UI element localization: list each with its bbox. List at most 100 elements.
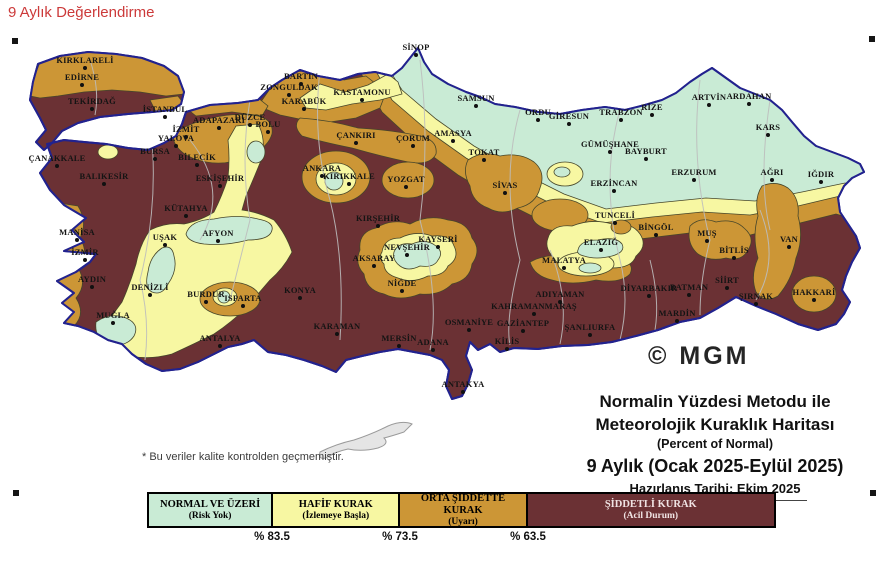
city-dot: [414, 53, 418, 57]
city-dot: [376, 224, 380, 228]
legend-row: NORMAL VE ÜZERİ (Risk Yok) HAFİF KURAK (İzl…: [147, 492, 776, 528]
city-label: ISPARTA: [224, 293, 262, 303]
city-dot: [705, 239, 709, 243]
city-label: TUNCELİ: [595, 210, 636, 220]
city-label: ŞANLIURFA: [565, 322, 616, 332]
city-dot: [732, 256, 736, 260]
city-dot: [612, 189, 616, 193]
map-title-line: Meteorolojik Kuraklık Haritası: [595, 415, 835, 434]
city-label: ŞIRNAK: [739, 291, 773, 301]
city-dot: [608, 150, 612, 154]
city-dot: [266, 130, 270, 134]
city-dot: [787, 245, 791, 249]
city-dot: [558, 300, 562, 304]
drought-region-normal: [578, 262, 602, 274]
city-label: BİTLİS: [719, 245, 749, 255]
city-label: DİYARBAKIR: [621, 283, 679, 293]
drought-region-moderate: [35, 199, 85, 331]
city-dot: [218, 344, 222, 348]
city-dot: [90, 285, 94, 289]
city-dot: [75, 238, 79, 242]
city-label: KIRKLARELİ: [56, 55, 114, 65]
city-dot: [90, 107, 94, 111]
city-label: KAHRAMANMARAŞ: [491, 301, 577, 311]
city-label: MANİSA: [59, 227, 95, 237]
legend-thresholds: % 83.5 % 73.5 % 63.5: [147, 528, 776, 544]
city-label: İSTANBUL: [143, 104, 188, 114]
drought-region-normal: [246, 140, 266, 164]
city-dot: [536, 118, 540, 122]
city-label: KİLİS: [495, 336, 520, 346]
city-dot: [354, 141, 358, 145]
page-heading[interactable]: 9 Aylık Değerlendirme: [8, 4, 155, 21]
city-label: GÜMÜŞHANE: [581, 139, 639, 149]
selection-handle[interactable]: [12, 38, 18, 44]
city-label: OSMANİYE: [445, 317, 493, 327]
province-boundaries: [89, 59, 771, 361]
city-dot: [692, 178, 696, 182]
city-dot: [372, 264, 376, 268]
city-dot: [482, 158, 486, 162]
city-dot: [647, 294, 651, 298]
drought-legend: NORMAL VE ÜZERİ (Risk Yok) HAFİF KURAK (İzl…: [147, 492, 776, 544]
city-label: KASTAMONU: [333, 87, 390, 97]
city-dot: [148, 293, 152, 297]
city-dot: [707, 103, 711, 107]
city-label: GAZİANTEP: [497, 318, 549, 328]
legend-item-label: HAFİF KURAK: [298, 498, 373, 510]
city-label: KIRIKKALE: [323, 171, 375, 181]
city-dot: [397, 344, 401, 348]
drought-region-mild: [299, 73, 403, 111]
city-dot: [102, 182, 106, 186]
selection-handle[interactable]: [13, 490, 19, 496]
city-label: RİZE: [641, 102, 663, 112]
legend-threshold: % 73.5: [382, 531, 418, 543]
city-label: KARS: [756, 122, 780, 132]
city-label: KAYSERİ: [418, 234, 458, 244]
city-label: SİVAS: [493, 180, 518, 190]
city-label: BURDUR: [187, 289, 225, 299]
city-label: ESKİŞEHİR: [196, 173, 245, 183]
legend-item: HAFİF KURAK (İzlemeye Başla): [273, 494, 401, 526]
legend-item: ŞİDDETLİ KURAK (Acil Durum): [527, 494, 774, 526]
city-dot: [436, 245, 440, 249]
city-dot: [404, 185, 408, 189]
city-label: NİĞDE: [388, 278, 417, 288]
city-label: NEVŞEHİR: [384, 242, 431, 252]
legend-item-label: NORMAL VE ÜZERİ: [160, 498, 261, 510]
city-dot: [562, 266, 566, 270]
city-label: BAYBURT: [625, 146, 667, 156]
drought-region-moderate: [753, 183, 801, 300]
city-label: BATMAN: [670, 282, 709, 292]
city-label: MERSİN: [381, 333, 417, 343]
city-dot: [474, 104, 478, 108]
city-label: ERZURUM: [671, 167, 716, 177]
city-label: AFYON: [202, 228, 234, 238]
city-dot: [599, 248, 603, 252]
city-label: ANKARA: [303, 163, 342, 173]
map-title-line: 9 Aylık (Ocak 2025-Eylül 2025): [586, 456, 844, 476]
city-label: ÇANAKKALE: [28, 153, 85, 163]
legend-item-label: ORTA ŞİDDETTE KURAK: [420, 492, 506, 516]
city-label: AKSARAY: [353, 253, 396, 263]
drought-region-mild: [97, 144, 119, 160]
city-dot: [754, 302, 758, 306]
selection-handle[interactable]: [869, 36, 875, 42]
city-dot: [216, 239, 220, 243]
city-dot: [347, 182, 351, 186]
city-dot: [431, 348, 435, 352]
city-label: İZMİT: [173, 124, 200, 134]
city-dot: [619, 118, 623, 122]
map-title-line: (Percent of Normal): [657, 437, 773, 451]
city-dot: [111, 321, 115, 325]
city-dot: [675, 319, 679, 323]
city-label: ANTAKYA: [442, 379, 486, 389]
city-label: YOZGAT: [387, 174, 425, 184]
city-label: ERZİNCAN: [591, 178, 639, 188]
drought-region-normal: [553, 166, 571, 178]
city-label: SİNOP: [403, 42, 430, 52]
city-label: BİLECİK: [178, 152, 216, 162]
selection-handle[interactable]: [870, 490, 876, 496]
drought-region-normal: [48, 252, 60, 264]
